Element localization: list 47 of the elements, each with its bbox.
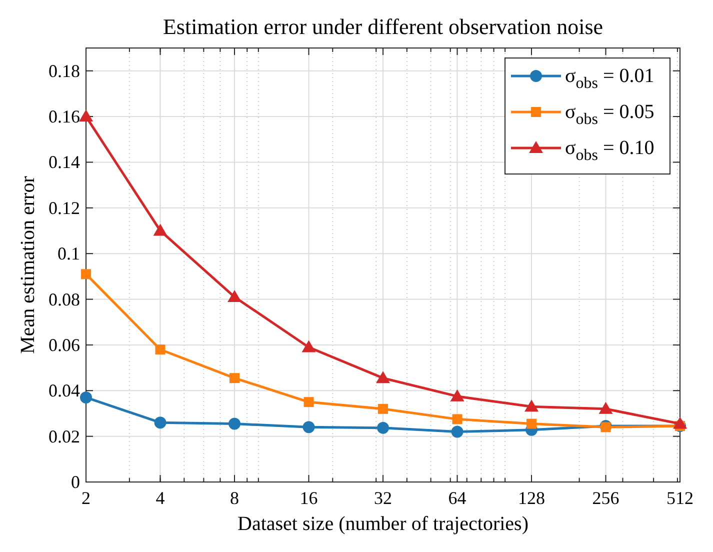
x-axis-title: Dataset size (number of trajectories) xyxy=(238,513,528,535)
x-tick-label: 4 xyxy=(156,488,165,508)
point xyxy=(302,421,315,434)
legend-label: σ$_{obs}$ = 0.01 xyxy=(565,65,654,92)
x-tick-label: 8 xyxy=(230,488,239,508)
point xyxy=(154,416,166,429)
point xyxy=(378,404,388,414)
point xyxy=(155,344,166,355)
y-tick-label: 0.18 xyxy=(48,60,80,81)
y-tick-label: 0.12 xyxy=(48,198,80,218)
point xyxy=(451,426,464,438)
y-tick-label: 0.1 xyxy=(58,244,80,264)
y-tick-label: 0.08 xyxy=(48,289,80,310)
x-tick-label: 512 xyxy=(666,488,694,508)
x-tick-label: 32 xyxy=(374,488,392,508)
y-tick-label: 0.06 xyxy=(48,334,80,355)
point xyxy=(524,400,538,412)
point xyxy=(79,110,93,122)
x-tick-label: 128 xyxy=(518,488,545,508)
point xyxy=(526,418,536,429)
point xyxy=(452,414,462,424)
point xyxy=(153,224,168,236)
y-tick-label: 0 xyxy=(71,472,80,492)
x-tick-label: 256 xyxy=(592,488,620,508)
point xyxy=(80,391,92,404)
point xyxy=(302,340,316,352)
y-axis-title: Mean estimation error xyxy=(17,176,39,354)
y-tick-label: 0.16 xyxy=(48,106,80,127)
point xyxy=(598,402,613,414)
point xyxy=(673,416,687,429)
y-tick-label: 0.04 xyxy=(48,380,80,401)
point xyxy=(376,371,390,384)
x-tick-label: 2 xyxy=(82,488,90,508)
point xyxy=(450,389,464,402)
point xyxy=(230,373,240,384)
legend-label: σ$_{obs}$ = 0.05 xyxy=(565,101,654,128)
point xyxy=(304,397,314,408)
y-tick-label: 0.14 xyxy=(48,152,80,172)
legend-label: σ$_{obs}$ = 0.10 xyxy=(565,137,654,164)
y-tick-label: 0.02 xyxy=(48,426,80,446)
x-tick-label: 64 xyxy=(448,488,466,508)
chart-title: Estimation error under different observation noise xyxy=(162,14,604,39)
x-tick-label: 16 xyxy=(300,488,318,508)
point xyxy=(377,422,389,434)
point xyxy=(81,269,91,280)
point xyxy=(228,418,240,430)
point xyxy=(228,290,242,302)
